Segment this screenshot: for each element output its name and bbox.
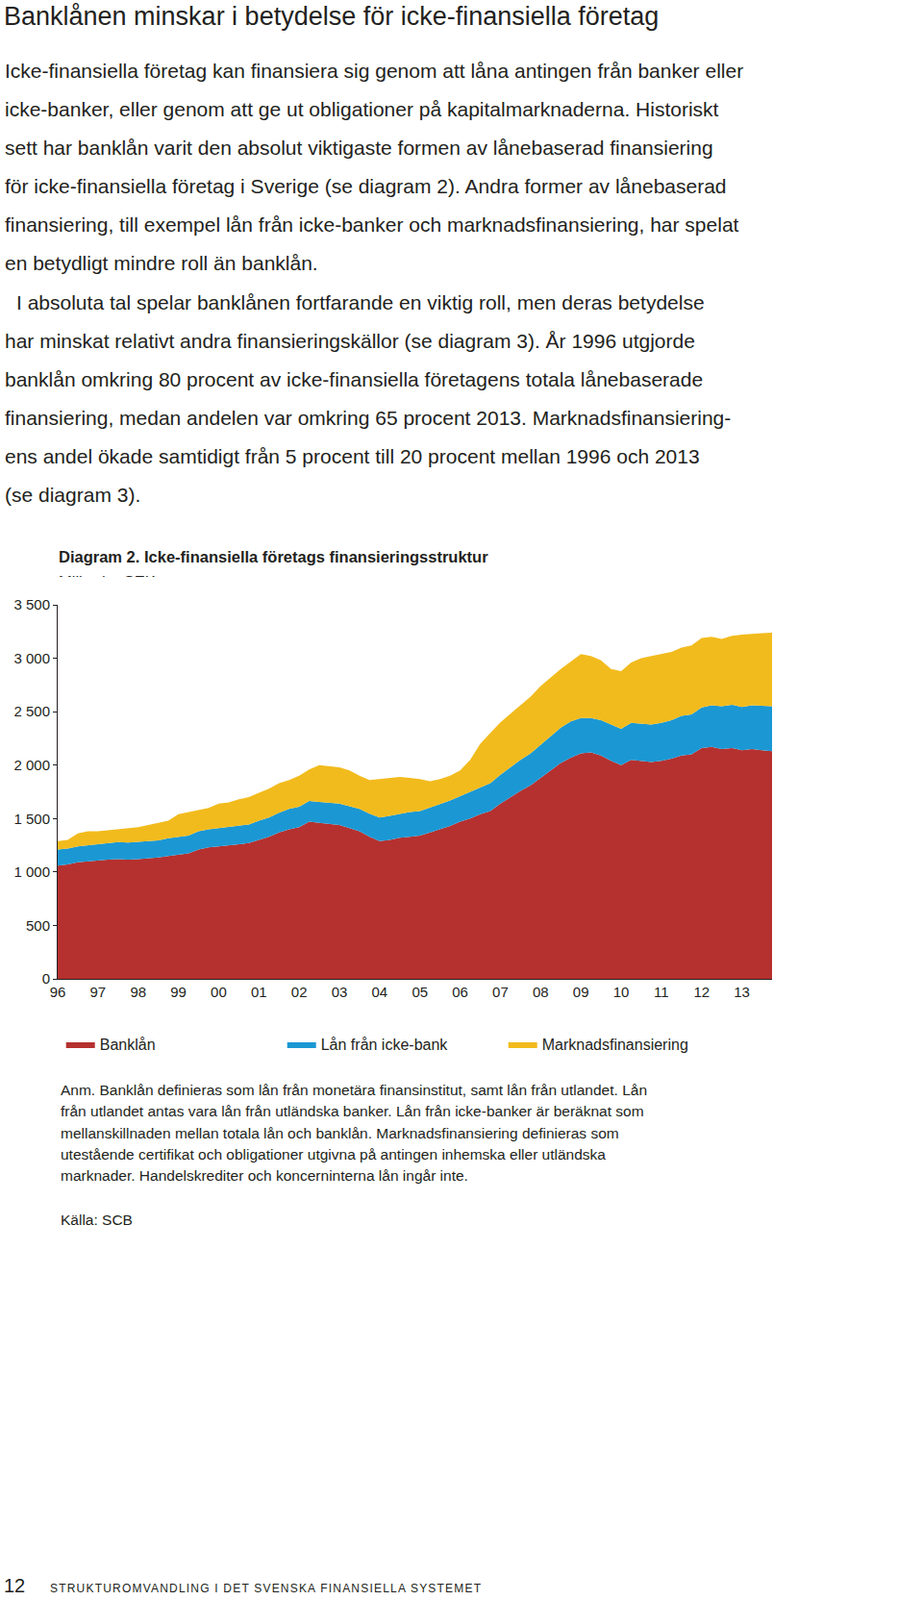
html-text:Icke-finansiella företag kan f: Icke-finansiella företag kan finansiera …	[4, 59, 744, 82]
html-text:Banklånen minskar i betydelse: Banklånen minskar i betydelse för icke-f…	[3, 1, 659, 31]
svg-text:13: 13	[733, 983, 750, 1000]
html-text:icke-banker, eller genom att g: icke-banker, eller genom att ge ut oblig…	[4, 97, 719, 121]
svg-text:98: 98	[129, 983, 147, 1000]
html-text:12: 12	[3, 1574, 26, 1597]
svg-text:06: 06	[451, 983, 469, 1000]
svg-text:99: 99	[170, 983, 187, 1000]
html-text:Anm. Banklån definieras som lå: Anm. Banklån definieras som lån från mon…	[60, 1081, 648, 1098]
html-text:Miljarder SEK: Miljarder SEK	[58, 573, 156, 591]
svg-text:05: 05	[411, 983, 428, 1000]
html-text:Källa: SCB: Källa: SCB	[60, 1211, 133, 1228]
svg-text:1 000: 1 000	[13, 863, 50, 880]
svg-text:3 500: 3 500	[13, 596, 50, 613]
svg-text:2 500: 2 500	[13, 702, 50, 720]
svg-text:08: 08	[532, 983, 549, 1000]
html-text:finansiering, medan andelen va: finansiering, medan andelen var omkring …	[4, 406, 731, 429]
html-text:ens andel ökade samtidigt från: ens andel ökade samtidigt från 5 procent…	[4, 444, 700, 467]
svg-text:10: 10	[613, 983, 630, 1000]
svg-text:00: 00	[210, 983, 227, 1000]
svg-text:3 000: 3 000	[13, 649, 50, 667]
svg-text:Lån från icke-bank: Lån från icke-bank	[321, 1036, 450, 1053]
html-text:finansiering, till exempel lån: finansiering, till exempel lån från icke…	[4, 213, 739, 236]
html-text:marknader. Handelskrediter och: marknader. Handelskrediter och koncernin…	[60, 1167, 469, 1184]
svg-text:Banklån: Banklån	[99, 1036, 156, 1053]
svg-text:03: 03	[331, 983, 349, 1000]
html-text:Diagram 2. Icke-finansiella fö: Diagram 2. Icke-finansiella företags fin…	[58, 548, 489, 566]
svg-text:04: 04	[372, 983, 389, 1000]
svg-text:96: 96	[49, 983, 67, 1000]
html-text:banklån omkring 80 procent av: banklån omkring 80 procent av icke-finan…	[4, 368, 703, 391]
svg-text:09: 09	[573, 983, 590, 1000]
html-text:sett har banklån varit den abs: sett har banklån varit den absolut vikti…	[4, 136, 714, 159]
html-text:för icke-finansiella företag i: för icke-finansiella företag i Sverige (…	[4, 174, 727, 197]
svg-text:2 000: 2 000	[13, 756, 50, 774]
html-text:utestående certifikat och obli: utestående certifikat och obligationer u…	[60, 1145, 606, 1163]
svg-text:01: 01	[250, 983, 268, 1000]
html-text:(se diagram 3).: (se diagram 3).	[4, 483, 141, 506]
svg-text:97: 97	[90, 983, 107, 1000]
svg-text:Marknadsfinansiering: Marknadsfinansiering	[542, 1036, 689, 1053]
svg-text:02: 02	[291, 983, 308, 1000]
html-text:har minskat relativt andra fin: har minskat relativt andra finansierings…	[4, 329, 696, 352]
svg-text:500: 500	[25, 917, 50, 934]
svg-text:1 500: 1 500	[13, 810, 50, 827]
svg-text:11: 11	[653, 983, 670, 1000]
html-text:STRUKTUROMVANDLING I DET SVENS: STRUKTUROMVANDLING I DET SVENSKA FINANSI…	[49, 1581, 482, 1596]
svg-text:07: 07	[492, 983, 509, 1000]
html-text:från utlandet antas vara lån f: från utlandet antas vara lån från utländ…	[60, 1103, 644, 1120]
svg-text:12: 12	[693, 983, 710, 1000]
svg-text:0: 0	[42, 970, 50, 987]
html-text:mellanskillnaden mellan totala: mellanskillnaden mellan totala lån och b…	[60, 1124, 619, 1141]
html-text:I absoluta tal spelar banklåne: I absoluta tal spelar banklånen fortfara…	[16, 291, 705, 314]
html-text:en betydligt mindre roll än ba: en betydligt mindre roll än banklån.	[4, 251, 318, 274]
